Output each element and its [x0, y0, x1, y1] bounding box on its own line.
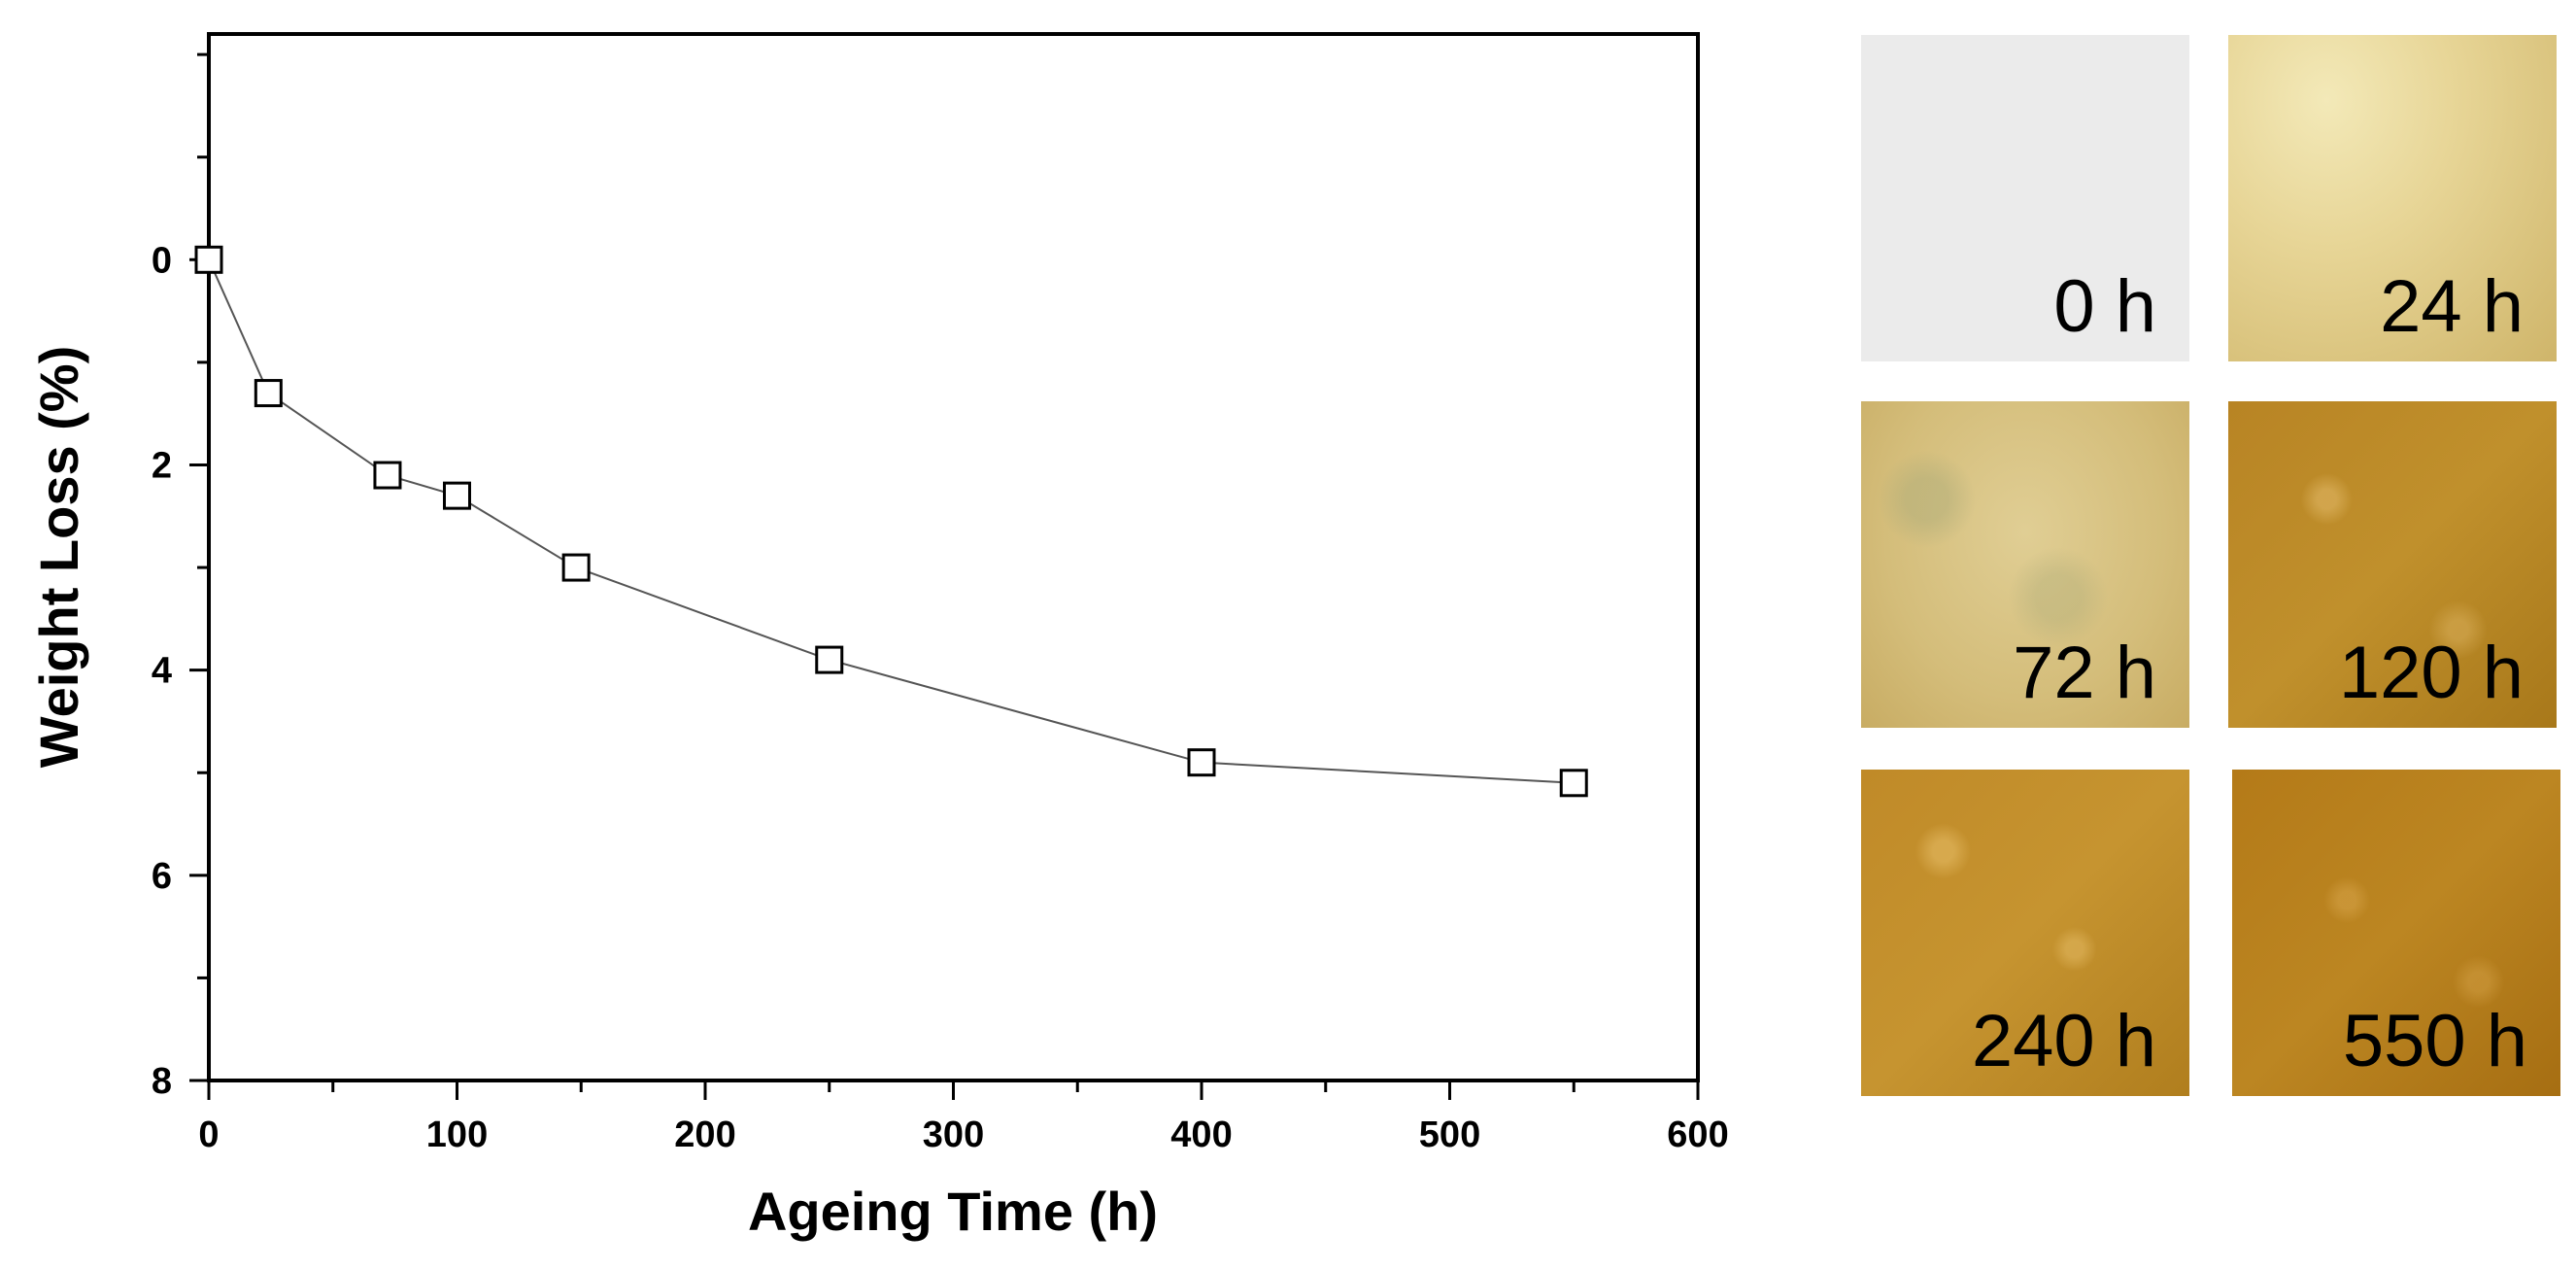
x-tick-label: 400 [1170, 1115, 1232, 1155]
data-point [443, 481, 471, 510]
series-layer [194, 245, 1588, 798]
x-axis-title: Ageing Time (h) [748, 1181, 1158, 1242]
x-axis: 0 100 200 300 400 500 600 [198, 1080, 1729, 1155]
sample-swatch-24h: 24 h [2228, 35, 2557, 361]
sample-swatch-550h: 550 h [2232, 770, 2560, 1096]
y-tick-label: 6 [152, 856, 172, 897]
sample-label: 120 h [2338, 632, 2524, 714]
data-point [561, 553, 591, 582]
y-axis-title: Weight Loss (%) [28, 346, 89, 769]
data-point [1559, 769, 1588, 798]
y-tick-label: 0 [152, 240, 172, 281]
weight-loss-chart: 0 100 200 300 400 500 600 0 2 4 6 8 Ageing Time (h… [28, 32, 1729, 1242]
x-tick-label: 200 [674, 1115, 735, 1155]
x-tick-label: 500 [1419, 1115, 1480, 1155]
data-point [254, 379, 283, 408]
x-tick-label: 0 [198, 1115, 219, 1155]
sample-label: 24 h [2380, 265, 2524, 348]
plot-frame [207, 32, 1700, 1082]
x-tick-label: 100 [426, 1115, 488, 1155]
data-point [815, 645, 844, 674]
x-tick-label: 600 [1667, 1115, 1728, 1155]
sample-swatch-240h: 240 h [1861, 770, 2189, 1096]
y-tick-label: 2 [152, 445, 172, 486]
y-tick-label: 8 [152, 1061, 172, 1102]
y-tick-label: 4 [152, 651, 172, 692]
y-axis: 0 2 4 6 8 [152, 52, 209, 1102]
series-line [208, 258, 1575, 784]
sample-swatch-72h: 72 h [1861, 401, 2189, 728]
sample-label: 0 h [2053, 265, 2156, 348]
sample-label: 550 h [2342, 1000, 2527, 1082]
sample-swatch-120h: 120 h [2228, 401, 2557, 728]
sample-swatch-0h: 0 h [1861, 35, 2189, 361]
data-point [373, 461, 402, 490]
sample-label: 240 h [1971, 1000, 2156, 1082]
data-point [1187, 748, 1216, 777]
x-tick-label: 300 [923, 1115, 984, 1155]
sample-label: 72 h [2013, 632, 2156, 714]
data-point [194, 245, 223, 274]
